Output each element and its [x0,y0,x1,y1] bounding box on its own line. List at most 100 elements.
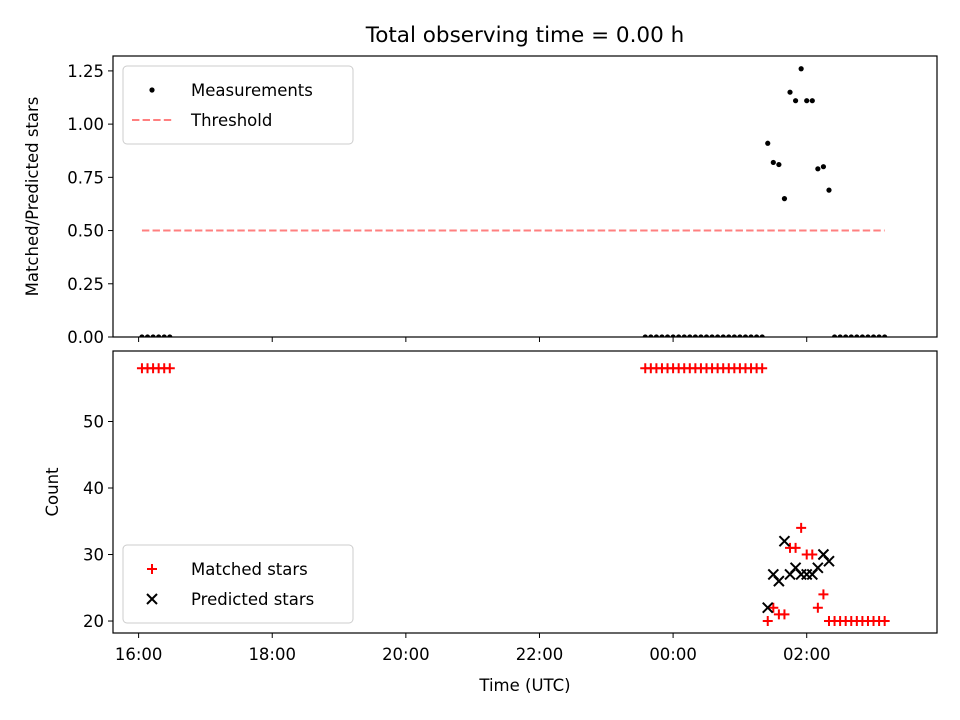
matched-stars-point [796,522,807,533]
measurement-point [737,334,743,337]
x-tick-label: 22:00 [516,645,564,664]
predicted-stars-point [812,562,824,574]
ratio-axes-frame [112,55,938,338]
measurement-point [144,334,151,337]
measurement-point [854,334,860,337]
ratio-ytick-label: 0.00 [67,328,104,347]
measurement-point [698,334,704,337]
legend-marker-dot [149,87,155,93]
measurement-point [659,334,665,337]
measurement-point [865,334,871,337]
measurement-point [776,161,782,168]
x-axis-label: Time (UTC) [478,676,570,695]
measurement-point [648,334,654,337]
matched-stars-point [757,363,768,374]
predicted-stars-point [801,568,813,581]
matched-stars-point [879,616,890,627]
ratio-ytick-label: 1.00 [67,115,104,134]
count-panel: 20 30 40 50 16:00 18:00 20:00 22:00 00:00 02:00 Co… [43,350,938,695]
measurement-point [139,334,145,337]
measurement-point [692,334,698,337]
legend-marker-x [146,593,158,605]
predicted-stars-point [773,575,785,587]
measurement-point [798,66,804,72]
measurement-point [759,334,765,337]
measurement-point [676,334,682,337]
x-tick-label: 18:00 [248,645,296,664]
measurement-point [765,140,771,146]
chart-title: Total observing time = 0.00 h [365,23,685,48]
legend-label: Predicted stars [191,590,314,609]
matched-stars-point [768,602,779,613]
measurement-point [792,98,799,104]
count-data [136,363,890,627]
legend-label: Measurements [191,81,313,100]
measurement-point [703,334,710,337]
legend-box [122,65,354,145]
measurement-point [670,334,676,337]
ratio-data [139,66,888,337]
count-ytick-label: 30 [83,546,104,565]
count-ylabel: Count [43,467,62,517]
measurement-point [150,334,156,337]
ratio-ytick-label: 0.50 [67,222,104,241]
predicted-stars-point [823,555,835,567]
measurement-point [770,159,776,166]
measurement-point [709,334,715,337]
matched-stars-point [762,616,773,627]
ratio-ytick-label: 0.75 [67,168,104,187]
measurement-point [876,334,882,337]
measurement-point [870,334,877,337]
measurement-point [882,334,888,337]
matched-stars-point [164,363,175,374]
measurement-point [826,187,832,193]
measurement-point [687,334,693,337]
count-ytick-label: 40 [83,479,104,498]
measurement-point [837,334,843,337]
count-ytick-label: 50 [83,413,104,432]
matched-stars-point [818,589,829,600]
measurement-point [815,166,821,172]
measurement-point [715,334,721,337]
measurement-point [804,98,810,104]
measurement-point [731,334,737,337]
predicted-stars-point [795,568,807,581]
measurement-point [831,334,838,337]
measurement-point [809,98,815,104]
legend-marker-plus [147,564,157,574]
measurement-point [848,334,854,337]
ratio-panel: 0.00 0.25 0.50 0.75 1.00 1.25 Matched/Predicte… [23,55,938,347]
x-tick-label: 02:00 [783,645,831,664]
measurement-point [748,334,754,337]
x-tick-label: 16:00 [115,645,163,664]
matched-stars-point [812,602,823,613]
legend-label: Threshold [190,111,272,130]
measurement-point [843,334,849,337]
predicted-stars-point [778,535,791,547]
measurement-point [754,334,760,337]
measurement-point [720,334,726,337]
ratio-ytick-label: 1.25 [67,62,104,81]
measurement-point [820,164,827,170]
measurement-point [787,89,793,95]
measurement-point [726,334,732,337]
measurement-point [653,334,659,337]
measurement-point [781,196,788,202]
ratio-legend: Measurements Threshold [122,65,354,145]
legend-box [122,544,354,624]
measurement-point [664,334,671,337]
measurement-point [681,334,687,337]
matched-stars-point [807,549,818,560]
matched-stars-point [790,542,801,553]
ratio-ytick-label: 0.25 [67,275,104,294]
measurement-point [742,334,749,337]
x-tick-label: 00:00 [649,645,697,664]
matched-stars-point [779,609,790,620]
measurement-point [859,334,865,337]
predicted-stars-point [762,602,774,614]
measurement-point [167,334,173,337]
x-tick-label: 20:00 [382,645,430,664]
legend-label: Matched stars [191,560,308,579]
measurement-point [642,334,648,337]
